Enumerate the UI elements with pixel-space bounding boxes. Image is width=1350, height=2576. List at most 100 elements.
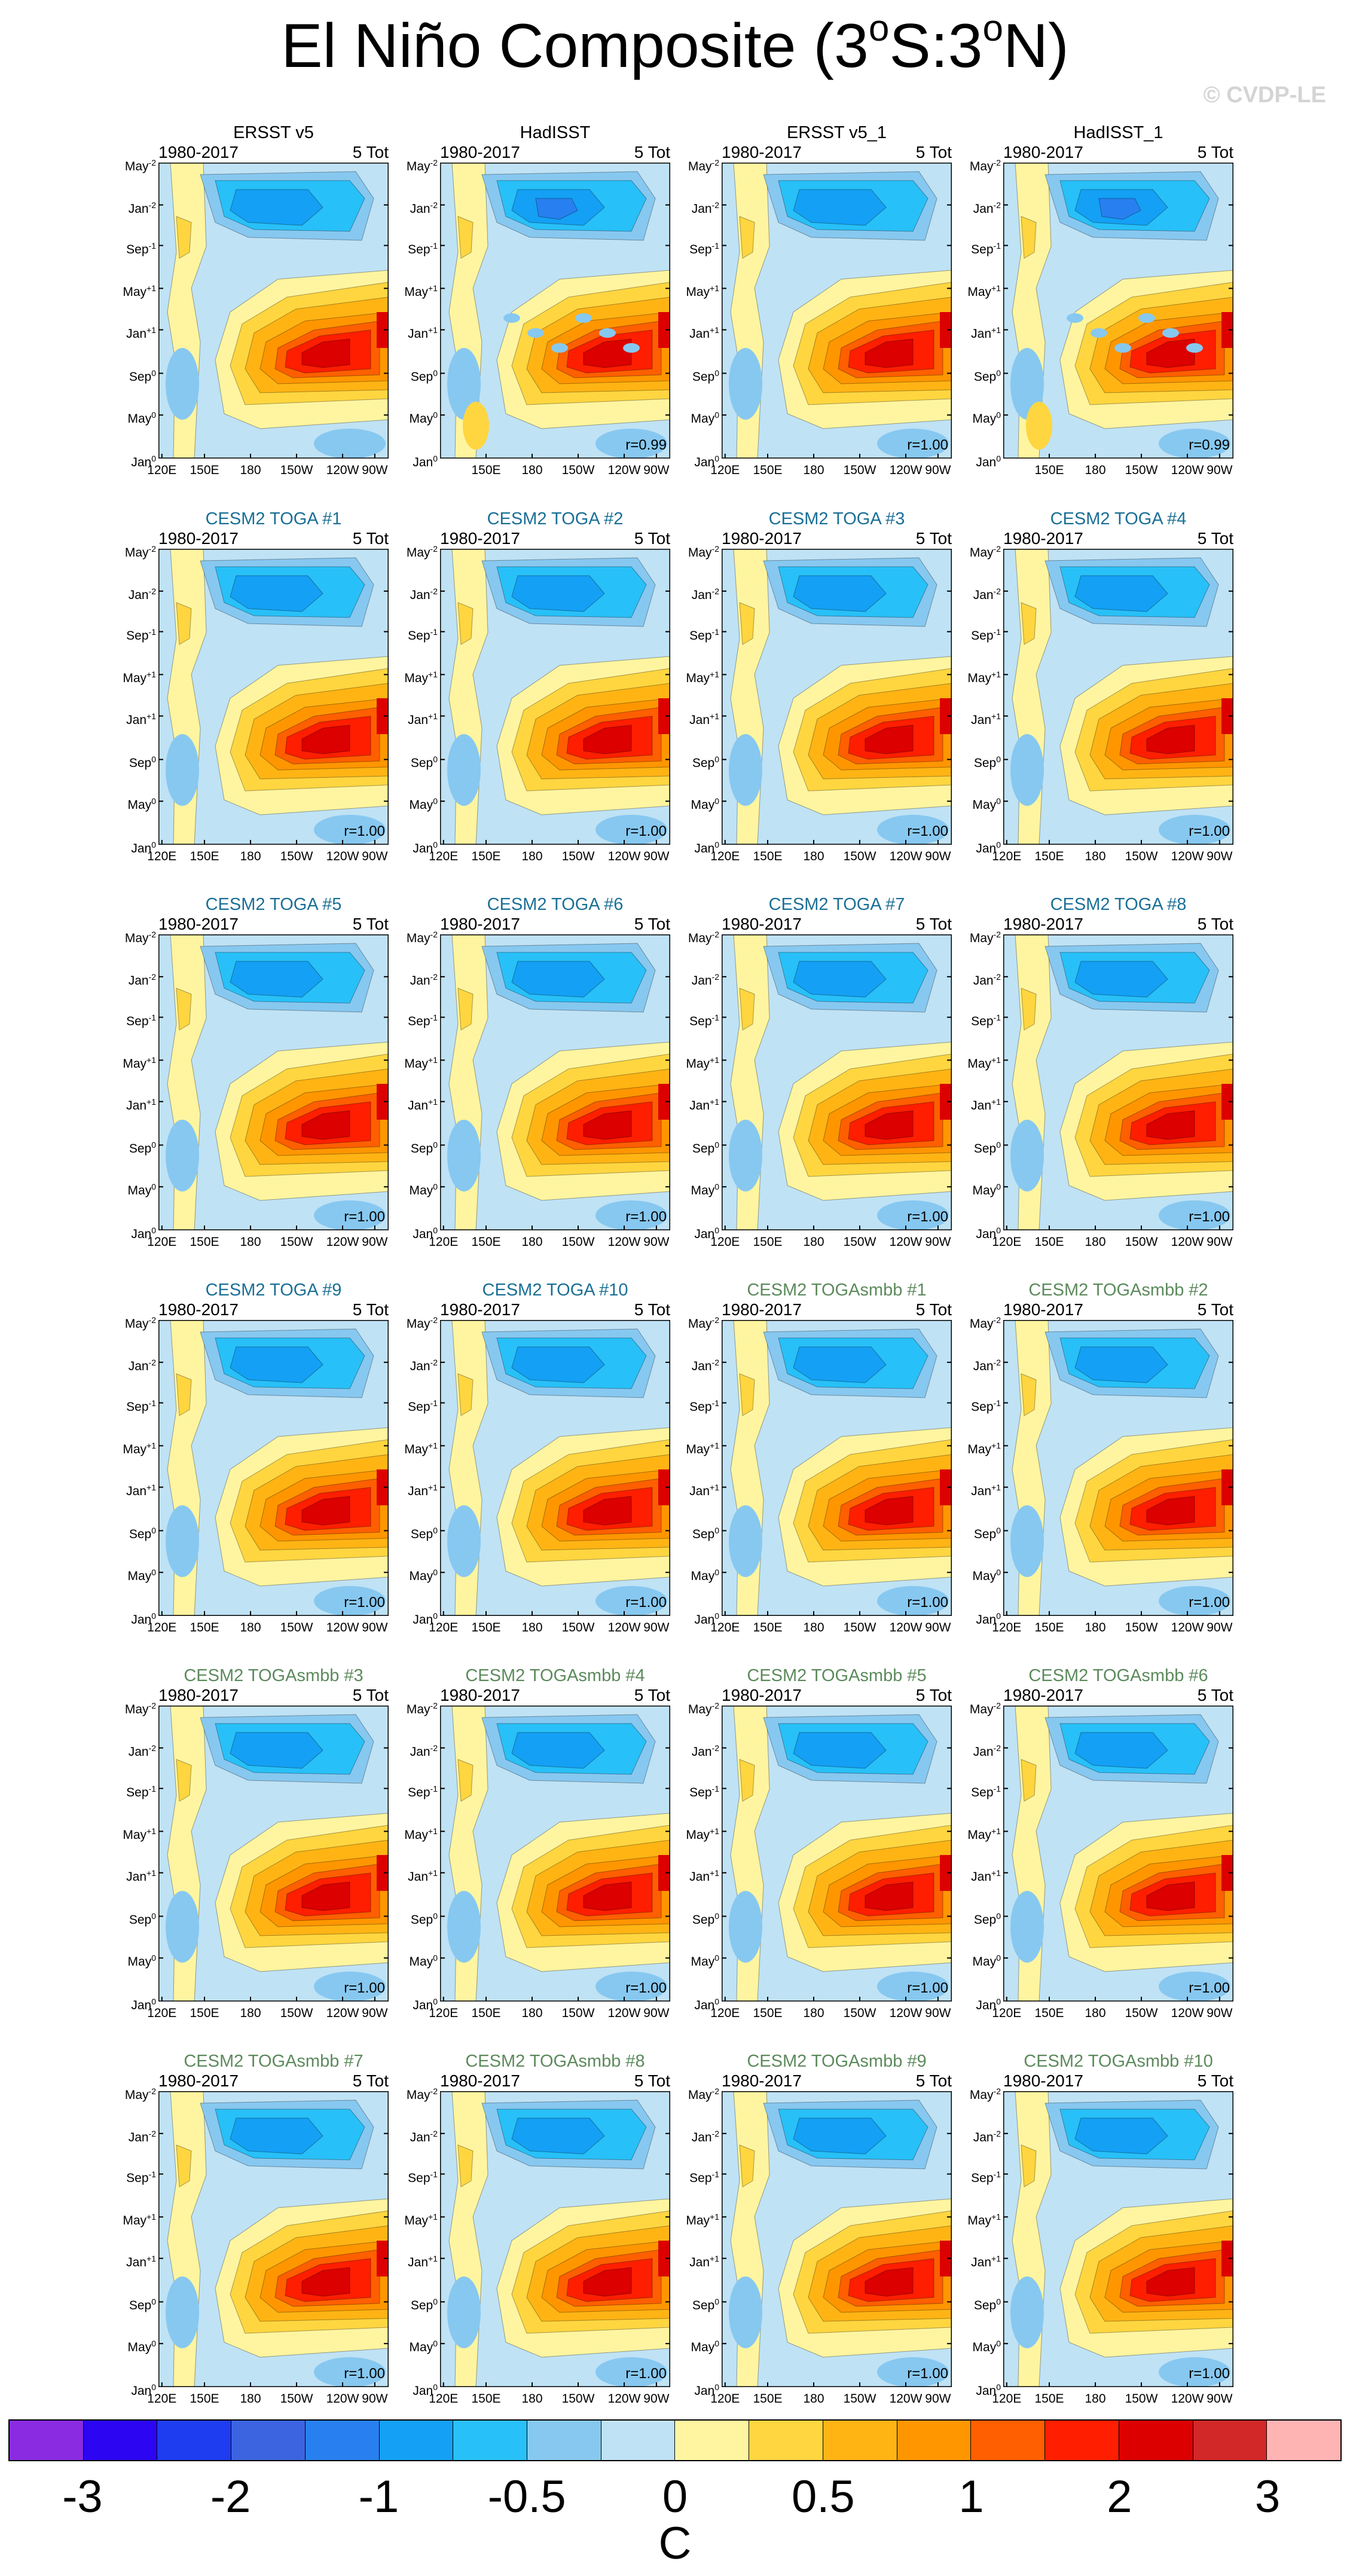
x-tick-label: 120W	[607, 2006, 641, 2020]
y-tick-label: May-2	[406, 930, 438, 945]
y-tick-label: Jan0	[413, 840, 438, 855]
panel-title: CESM2 TOGA #4	[1050, 509, 1187, 528]
y-tick-label: May0	[691, 796, 719, 812]
x-tick-label: 120E	[429, 1235, 459, 1249]
y-tick-label: Sep0	[692, 754, 719, 771]
contour-cold-inner	[1074, 2117, 1168, 2155]
panel-period: 1980-2017	[722, 915, 802, 933]
contour-svg	[1003, 1705, 1234, 2002]
y-tick-label: May0	[691, 1953, 719, 1969]
y-tick-label: Jan0	[131, 1997, 156, 2012]
contour-central-blue-patch	[447, 1891, 481, 1963]
panel-event-count: 5 Tot	[634, 529, 670, 548]
contour-west-orange-patch	[176, 988, 192, 1031]
contour-noise-patch	[1138, 313, 1155, 323]
pattern-correlation: r=1.00	[625, 1980, 667, 1996]
y-tick-label: Sep-1	[126, 1783, 156, 1799]
y-tick-label: Sep0	[129, 1526, 156, 1542]
contour-cold-inner	[230, 1732, 323, 1769]
y-tick-label: May+1	[686, 1055, 719, 1071]
y-tick-label: Sep0	[973, 1911, 1001, 1927]
x-tick-label: 150E	[471, 2392, 501, 2406]
contour-cold-inner	[511, 961, 605, 998]
panel-title: CESM2 TOGA #1	[205, 509, 342, 528]
contour-warm-core	[301, 725, 350, 754]
panel-title: CESM2 TOGAsmbb #9	[747, 2052, 927, 2071]
x-tick-label: 180	[521, 2392, 543, 2406]
y-tick-label: Jan0	[976, 1611, 1001, 1627]
contour-west-orange-patch	[176, 216, 192, 259]
colorbar-swatch	[305, 2421, 380, 2460]
hovmoller-panel: CESM2 TOGAsmbb #4 1980-2017 5 Tot Jan0 May0 S…	[404, 1665, 671, 2020]
y-tick-label: May0	[691, 1182, 719, 1198]
y-tick-label: May+1	[686, 283, 719, 300]
contour-south-blue-patch	[595, 815, 667, 845]
x-tick-label: 150E	[471, 1235, 501, 1249]
panel-period: 1980-2017	[722, 143, 802, 161]
y-tick-label: May0	[972, 1567, 1001, 1584]
panel-period: 1980-2017	[440, 1686, 520, 1704]
panel-plot-area: Jan0 May0 Sep0 Jan+1 May+1 Sep-1 Jan-2 May-2 120…	[404, 1701, 671, 2020]
pattern-correlation: r=1.00	[1189, 2366, 1230, 2382]
pattern-correlation: r=1.00	[344, 1209, 385, 1225]
y-tick-label: Jan0	[131, 1611, 156, 1627]
panel-title: HadISST_1	[1073, 123, 1163, 142]
x-tick-label: 150W	[280, 1235, 313, 1249]
colorbar-label: 2	[1107, 2471, 1132, 2522]
colorbar	[8, 2419, 1342, 2461]
contour-east-red	[658, 312, 670, 348]
contour-west-orange-patch	[1021, 1759, 1037, 1802]
x-tick-label: 120W	[326, 2392, 359, 2406]
y-tick-label: Jan+1	[971, 1482, 1001, 1498]
y-tick-label: May0	[127, 1953, 156, 1969]
plot-border	[439, 934, 671, 1231]
y-tick-label: Jan+1	[126, 2253, 156, 2269]
x-tick-label: 120W	[607, 1621, 641, 1634]
panel-title: CESM2 TOGAsmbb #5	[747, 1666, 927, 1685]
y-tick-label: Jan-2	[691, 971, 719, 988]
x-tick-label: 150W	[280, 2006, 313, 2020]
y-tick-label: May+1	[967, 283, 1001, 300]
contour-west-orange-patch	[739, 216, 755, 259]
y-tick-label: Sep-1	[689, 1398, 719, 1414]
y-tick-label: Sep0	[973, 2297, 1001, 2313]
colorbar-swatch	[1045, 2421, 1119, 2460]
y-tick-label: Jan-2	[128, 2128, 156, 2144]
y-tick-label: Jan-2	[410, 1743, 438, 1759]
x-tick-label: 180	[240, 2392, 261, 2406]
y-tick-label: Jan-2	[128, 971, 156, 988]
y-tick-label: Jan+1	[126, 1868, 156, 1884]
contour-south-blue-patch	[595, 2357, 667, 2387]
pattern-correlation: r=1.00	[344, 823, 385, 839]
x-tick-label: 150E	[753, 1235, 783, 1249]
panel-plot-area: Jan0 May0 Sep0 Jan+1 May+1 Sep-1 Jan-2 May-2 120…	[123, 930, 389, 1249]
y-tick-label: Sep-1	[408, 1012, 438, 1028]
y-tick-label: Sep0	[410, 1140, 438, 1156]
panel-event-count: 5 Tot	[1197, 1300, 1233, 1319]
panel-title: CESM2 TOGA #8	[1050, 895, 1187, 914]
x-tick-label: 150W	[843, 2006, 876, 2020]
contour-noise-patch	[1162, 328, 1179, 338]
contour-noise-patch	[1186, 343, 1203, 353]
panel-event-count: 5 Tot	[634, 1686, 670, 1704]
y-tick-label: May-2	[969, 544, 1001, 560]
contour-south-blue-patch	[314, 2357, 386, 2387]
y-tick-label: Jan-2	[973, 586, 1001, 602]
y-tick-label: Sep0	[410, 1526, 438, 1542]
colorbar-swatch	[1119, 2421, 1193, 2460]
plot-border	[158, 162, 389, 459]
contour-central-blue-patch	[447, 2276, 481, 2348]
x-tick-label: 120W	[889, 2006, 923, 2020]
hovmoller-panel: CESM2 TOGA #8 1980-2017 5 Tot Jan0 May0 Sep0 J…	[967, 894, 1234, 1249]
y-tick-label: Sep-1	[126, 2169, 156, 2185]
panel-title: CESM2 TOGA #3	[768, 509, 905, 528]
x-tick-label: 150E	[753, 2006, 783, 2020]
x-tick-label: 180	[803, 1235, 824, 1249]
x-tick-label: 180	[1085, 1621, 1106, 1634]
contour-warm-core	[865, 725, 914, 754]
y-tick-label: Sep0	[973, 1526, 1001, 1542]
panel-event-count: 5 Tot	[352, 1300, 389, 1319]
x-tick-label: 180	[521, 1621, 543, 1634]
contour-west-orange-patch	[1021, 1373, 1037, 1416]
y-tick-label: Sep-1	[689, 240, 719, 256]
